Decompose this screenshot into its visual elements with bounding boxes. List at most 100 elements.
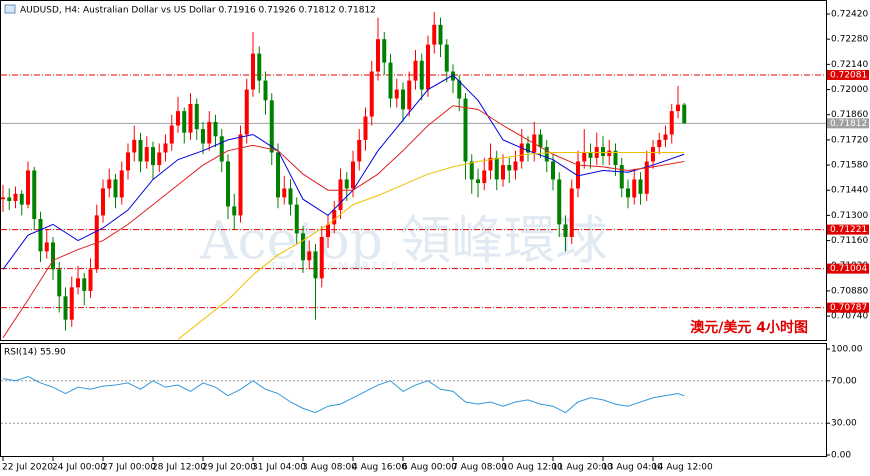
chart-title: AUDUSD, H4: Australian Dollar vs US Doll… xyxy=(20,6,376,16)
candle-body xyxy=(482,170,487,184)
candle-body xyxy=(669,111,674,135)
candle-body xyxy=(369,71,374,117)
candle-body xyxy=(513,161,518,171)
x-tick-label: 29 Jul 20:00 xyxy=(202,463,256,473)
candle-body xyxy=(82,278,87,291)
candle-body xyxy=(232,206,237,216)
candle-body xyxy=(344,179,349,189)
candle-body xyxy=(307,251,312,261)
candle-body xyxy=(157,152,162,166)
y-tick-label: 0.72420 xyxy=(831,10,868,20)
annotation: 澳元/美元 4小时图 xyxy=(690,319,808,336)
candle-body xyxy=(251,53,255,90)
candle-body xyxy=(76,278,80,288)
candle-body xyxy=(444,44,449,72)
candle-body xyxy=(469,161,474,180)
candle-body xyxy=(501,165,505,180)
candle-body xyxy=(138,139,143,162)
candle-body xyxy=(676,104,680,112)
candle-body xyxy=(538,134,543,148)
candle-body xyxy=(151,147,155,166)
candle-body xyxy=(226,161,230,207)
moving-average xyxy=(2,105,685,338)
candle-body xyxy=(613,150,618,166)
candle-body xyxy=(432,24,437,45)
moving-average xyxy=(2,74,685,270)
candle-body xyxy=(413,60,418,81)
candle-body xyxy=(382,39,387,63)
candle-body xyxy=(607,150,612,157)
candle-body xyxy=(619,165,624,189)
candle-body xyxy=(238,134,243,216)
x-tick-label: 10 Aug 12:00 xyxy=(502,463,563,473)
y-tick-label: 0.72140 xyxy=(831,60,868,70)
candle-body xyxy=(263,80,268,101)
candle-body xyxy=(63,296,68,320)
level-label: 0.71221 xyxy=(830,225,867,235)
candle-body xyxy=(682,104,687,124)
candle-body xyxy=(313,251,318,279)
candle-body xyxy=(376,39,380,72)
y-tick-label: 0.70880 xyxy=(831,286,868,296)
candle-body xyxy=(457,80,462,99)
candle-body xyxy=(44,242,49,252)
candle-body xyxy=(57,269,62,297)
x-tick-label: 31 Jul 04:00 xyxy=(252,463,306,473)
x-tick-label: 6 Aug 00:00 xyxy=(402,463,457,473)
current-price-box xyxy=(827,118,869,129)
x-tick-label: 13 Aug 04:00 xyxy=(602,463,663,473)
y-tick-label: 0.71720 xyxy=(831,135,868,145)
x-tick-label: 27 Jul 00:00 xyxy=(102,463,156,473)
candle-body xyxy=(219,136,224,162)
symbol-icon xyxy=(4,4,16,14)
rsi-title: RSI(14) 55.90 xyxy=(4,348,66,358)
candle-body xyxy=(401,89,405,110)
y-tick-label: 0.71300 xyxy=(831,211,868,221)
candle-body xyxy=(144,147,149,162)
candle-body xyxy=(351,161,355,189)
candle-body xyxy=(294,204,299,234)
candle-body xyxy=(588,152,593,158)
candle-body xyxy=(182,111,187,133)
x-tick-label: 24 Jul 00:00 xyxy=(52,463,106,473)
candle-body xyxy=(288,188,293,205)
candle-body xyxy=(419,60,424,90)
y-tick-label: 0.71860 xyxy=(831,110,868,120)
y-tick-label: 0.70740 xyxy=(831,312,868,322)
candle-body xyxy=(519,143,524,162)
candle-body xyxy=(632,179,637,198)
candle-body xyxy=(132,139,137,153)
candle-body xyxy=(326,224,330,237)
main-panel xyxy=(0,0,827,341)
rsi-y-tick-label: 100.00 xyxy=(831,345,863,355)
x-tick-label: 3 Aug 08:00 xyxy=(302,463,357,473)
candle-body xyxy=(657,139,662,148)
candle-body xyxy=(169,125,174,144)
current-price-label: 0.71812 xyxy=(830,119,867,129)
candle-body xyxy=(563,224,568,237)
y-tick-label: 0.71580 xyxy=(831,161,868,171)
x-tick-label: 4 Aug 16:00 xyxy=(352,463,407,473)
candle-body xyxy=(51,242,55,270)
candle-body xyxy=(438,24,443,45)
rsi-panel xyxy=(0,343,827,457)
candle-body xyxy=(201,129,205,144)
candle-body xyxy=(26,170,30,205)
candle-body xyxy=(19,193,24,205)
level-label-box xyxy=(827,263,869,274)
candle-body xyxy=(188,103,193,133)
candle-body xyxy=(582,152,587,162)
candle-body xyxy=(13,193,18,202)
x-tick-label: 22 Jul 2020 xyxy=(2,463,53,473)
x-tick-label: 14 Aug 12:00 xyxy=(652,463,713,473)
candle-body xyxy=(244,89,249,135)
candle-body xyxy=(332,210,337,225)
moving-average xyxy=(177,151,685,340)
x-tick-label: 7 Aug 08:00 xyxy=(452,463,507,473)
candle-body xyxy=(213,121,218,137)
candle-body xyxy=(269,100,274,153)
level-label-box xyxy=(827,302,869,313)
y-tick-label: 0.71440 xyxy=(831,186,868,196)
candle-body xyxy=(107,179,112,189)
